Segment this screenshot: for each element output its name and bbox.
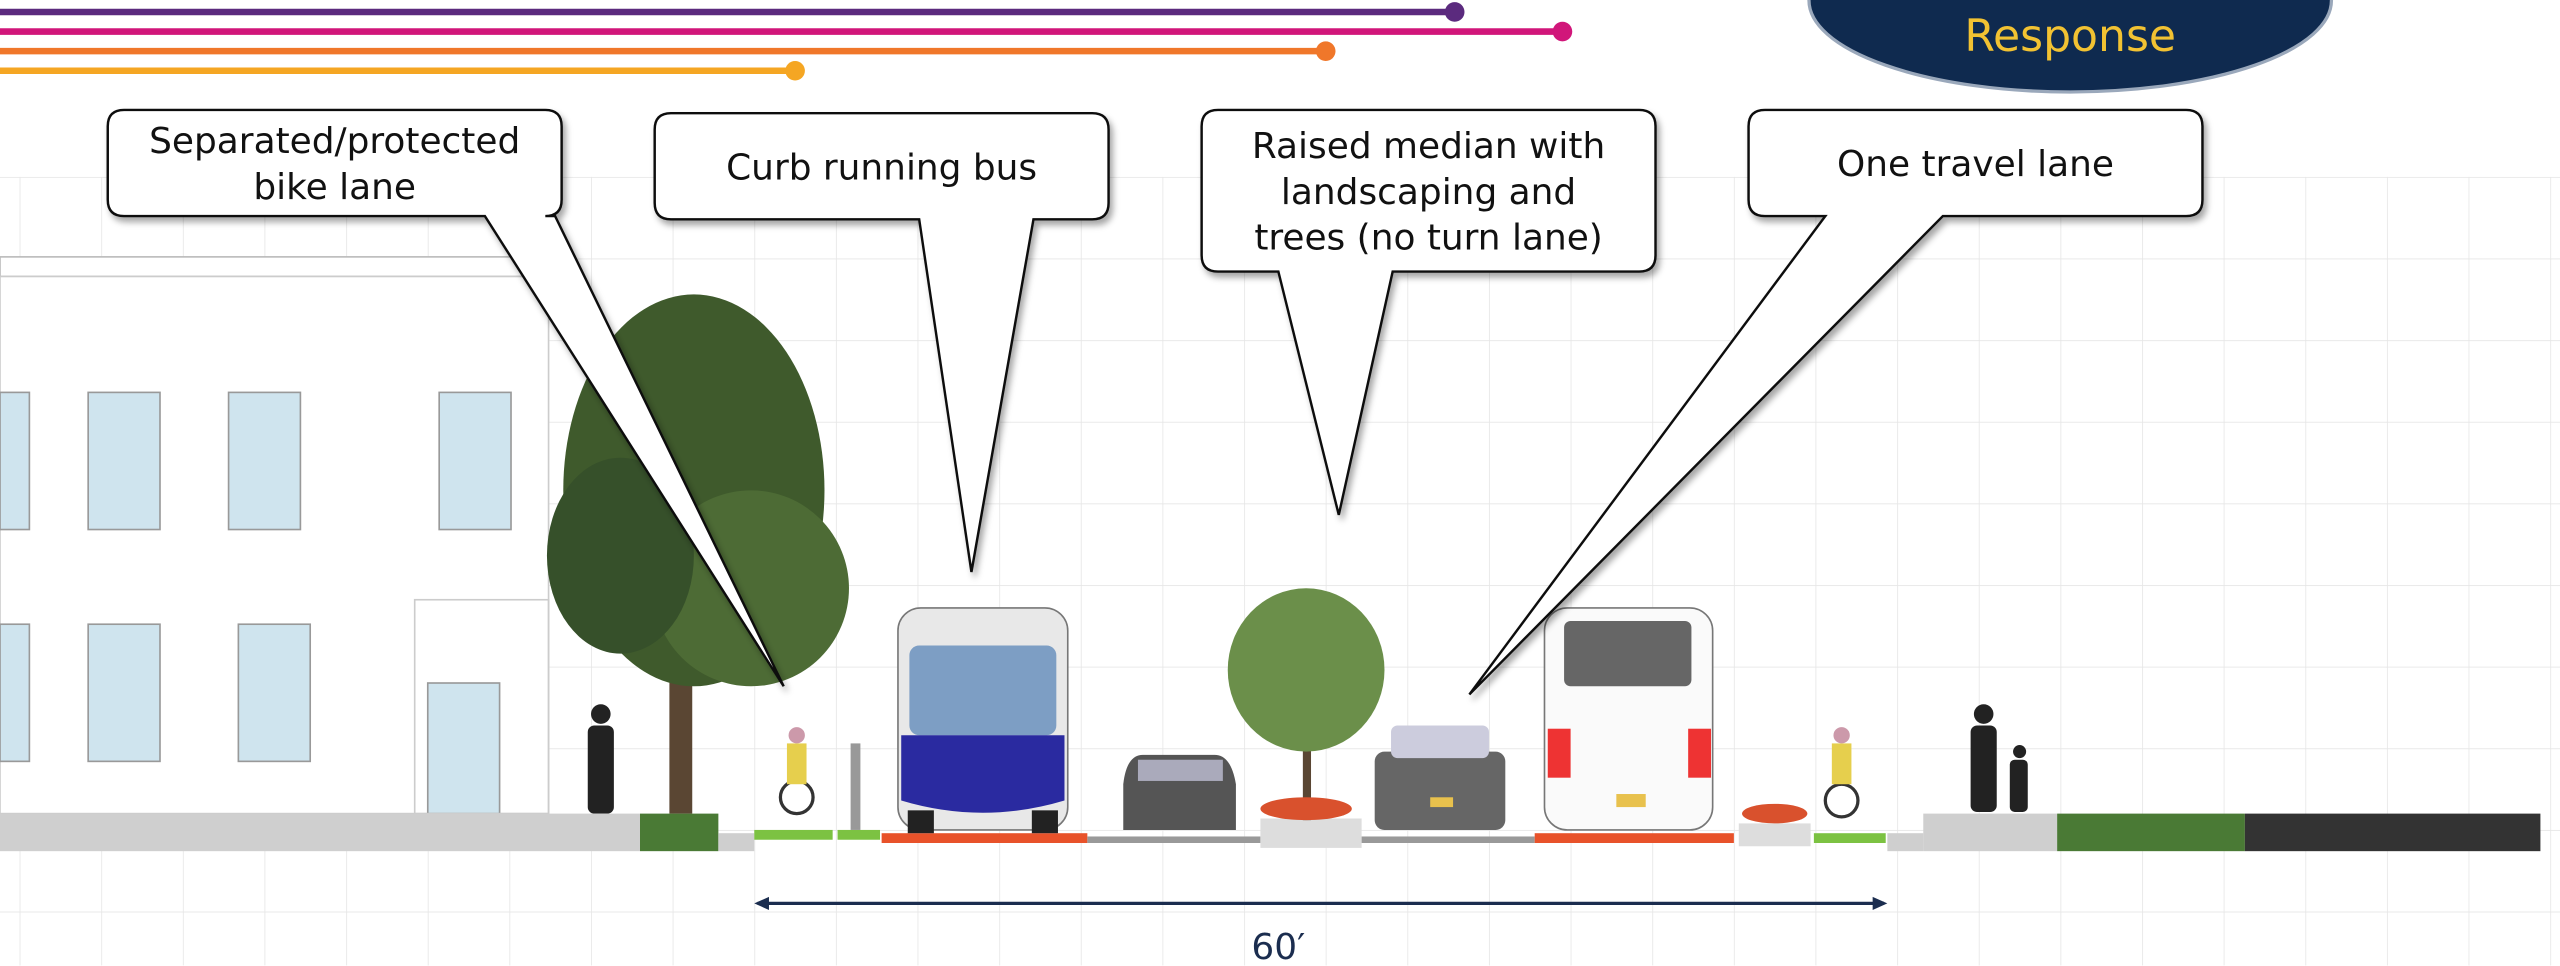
callout-text: Separated/protected [149,121,520,162]
dimension-label: 60′ [1251,927,1305,966]
callout-text: bike lane [253,167,416,208]
callout-text: One travel lane [1837,144,2114,185]
callout-text: Curb running bus [726,147,1037,188]
pickup-truck [1375,725,1506,829]
page: Response [0,0,2560,966]
car [1123,755,1236,830]
callout-text: trees (no turn lane) [1254,218,1602,259]
building [0,257,558,814]
route-lines [0,2,1572,80]
street-section: Response [0,0,2560,966]
callout-text: landscaping and [1281,172,1576,213]
badge-text: Response [1964,11,2176,62]
callout-text: Raised median with [1252,126,1605,167]
bus-rear [1544,608,1712,830]
bus-front [898,608,1068,833]
badge: Response [1809,0,2331,92]
ground [0,814,2540,852]
